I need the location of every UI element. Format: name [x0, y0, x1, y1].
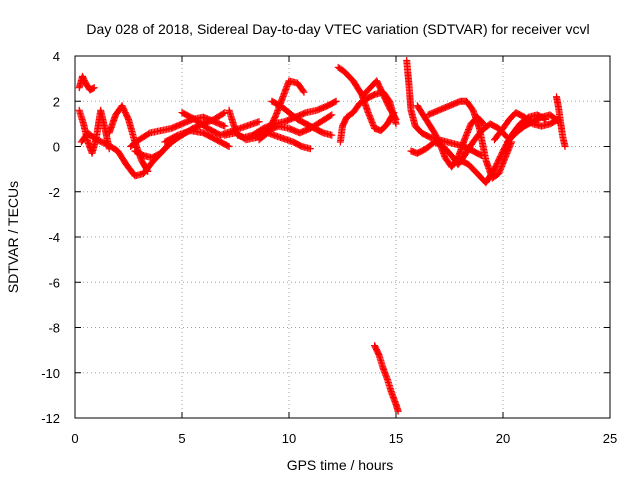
series-arc-13 [264, 129, 314, 153]
series-arc-16 [360, 77, 400, 123]
series-arc-1 [75, 72, 98, 94]
chart-title: Day 028 of 2018, Sidereal Day-to-day VTE… [86, 21, 589, 37]
y-tick-label: 4 [53, 49, 60, 64]
x-tick-label: 10 [282, 431, 296, 446]
data-point [476, 151, 484, 159]
x-tick-label: 25 [603, 431, 617, 446]
plot-frame [74, 55, 611, 419]
y-tick-label: -2 [48, 185, 60, 200]
series-arc-6 [127, 113, 229, 150]
series-arc-7 [161, 127, 233, 150]
data-point [144, 167, 152, 175]
series-arc-23 [490, 109, 563, 144]
data-point [221, 122, 229, 130]
data-point [328, 111, 336, 119]
x-tick-label: 20 [496, 431, 510, 446]
data-point [561, 143, 569, 150]
data-point [331, 98, 339, 106]
x-tick-label: 0 [71, 431, 78, 446]
data-point [391, 114, 399, 122]
data-point [328, 131, 336, 139]
y-tick-label: -12 [41, 411, 60, 426]
data-point [394, 407, 402, 415]
data-point [300, 88, 308, 96]
series-arc-3 [77, 129, 182, 180]
x-axis-title: GPS time / hours [287, 457, 394, 473]
data-point [306, 145, 314, 153]
data-point [90, 84, 98, 92]
data-point [255, 118, 263, 126]
data-point [224, 142, 232, 150]
data-point [219, 109, 227, 117]
data-point [332, 97, 340, 105]
x-tick-label: 5 [178, 431, 185, 446]
y-tick-label: 2 [53, 94, 60, 109]
series-arc-24 [503, 111, 563, 146]
x-tick-label: 15 [389, 431, 403, 446]
y-tick-label: -10 [41, 366, 60, 381]
y-tick-label: -8 [48, 321, 60, 336]
data-point [143, 166, 151, 174]
data-point [326, 112, 334, 120]
data-point [392, 115, 400, 123]
y-tick-label: -4 [48, 230, 60, 245]
y-axis-title: SDTVAR / TECUs [5, 181, 21, 293]
series-arc-12 [268, 97, 336, 139]
marker-layer [75, 57, 569, 415]
data-point [225, 143, 233, 150]
data-point [221, 109, 229, 117]
series-arc-17 [371, 342, 402, 415]
grid-layer [75, 56, 610, 418]
series-arc-21 [424, 97, 516, 182]
y-tick-label: -6 [48, 275, 60, 290]
data-point [299, 87, 307, 95]
series-arc-25 [553, 93, 569, 150]
y-tick-label: 0 [53, 140, 60, 155]
